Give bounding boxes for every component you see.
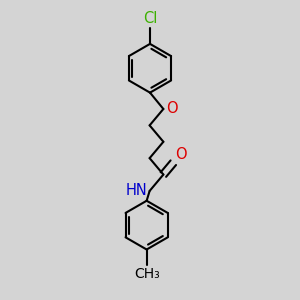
Text: HN: HN bbox=[125, 183, 147, 198]
Text: O: O bbox=[175, 147, 187, 162]
Text: O: O bbox=[166, 101, 177, 116]
Text: CH₃: CH₃ bbox=[134, 267, 160, 281]
Text: Cl: Cl bbox=[143, 11, 157, 26]
